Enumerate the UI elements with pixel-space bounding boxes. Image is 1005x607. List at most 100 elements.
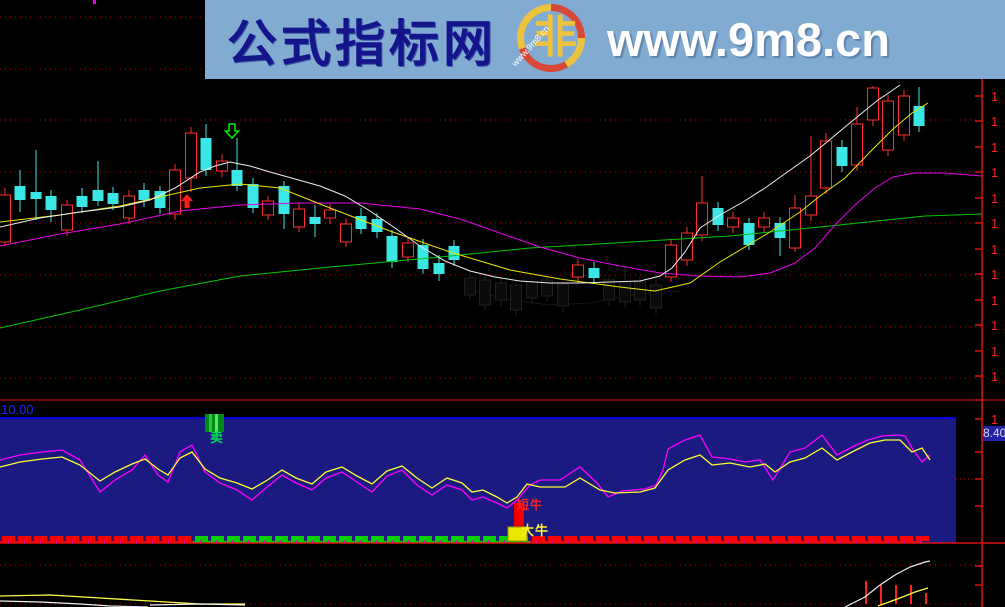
candle-down [278,186,290,214]
signal-block [291,536,304,541]
signal-block [451,536,464,541]
date-tick [344,540,345,543]
signal-block [852,536,865,541]
candle-dark [495,282,507,301]
signal-block [836,536,849,541]
candle-down [588,268,600,278]
signal-block [211,536,224,541]
candle-down [386,236,398,262]
axis-price-label: 1 [991,412,998,427]
ad-banner[interactable]: 公式指标网 非 www.9m8.cn www.9m8.cn [205,0,1005,79]
signal-block [708,536,721,541]
signal-block [580,536,593,541]
signal-block [371,536,384,541]
signal-block [660,536,673,541]
signal-block [612,536,625,541]
signal-block [146,536,159,541]
candle-dark [619,282,631,303]
date-tick [456,540,457,543]
signal-block [66,536,79,541]
signal-block [548,536,561,541]
date-tick [200,540,201,543]
signal-block [868,536,881,541]
axis-price-label: 1 [991,344,998,359]
date-tick [616,540,617,543]
banner-url: www.9m8.cn [607,13,890,66]
candle-down [14,186,26,200]
axis-price-label: 1 [991,216,998,231]
candle-dark [464,277,476,296]
axis-price-label: 1 [991,293,998,308]
date-tick [696,540,697,543]
date-tick [792,540,793,543]
date-tick [856,540,857,543]
signal-block [195,536,208,541]
signal-block [34,536,47,541]
date-tick [136,540,137,543]
date-tick [504,540,505,543]
signal-block [259,536,272,541]
axis-price-label: 1 [991,318,998,333]
candle-dark [650,284,662,309]
date-tick [888,540,889,543]
candle-down [154,191,166,208]
candle-up [882,100,894,151]
axis-price-label: 1 [991,165,998,180]
signal-block [467,536,480,541]
candle-up [696,202,708,236]
date-tick [824,540,825,543]
date-tick [248,540,249,543]
candle-up [324,209,336,219]
signal-block [499,536,512,541]
candle-down [913,106,925,126]
signal-block [676,536,689,541]
candle-down [247,184,259,208]
signal-block [435,536,448,541]
date-tick [904,540,905,543]
signal-block [98,536,111,541]
candle-down [107,193,119,204]
axis-price-label: 1 [991,114,998,129]
date-tick [216,540,217,543]
bottom-white-line [149,603,246,606]
candle-down [433,263,445,274]
date-tick [360,540,361,543]
signal-text-big-bull: 大牛 [521,523,550,538]
signal-block [387,536,400,541]
date-tick [376,540,377,543]
date-tick [600,540,601,543]
axis-price-label: 1 [991,191,998,206]
signal-block [483,536,496,541]
candle-up [123,195,135,219]
axis-price-label: 1 [991,267,998,282]
signal-block [18,536,31,541]
candle-down [138,190,150,200]
date-tick [568,540,569,543]
candle-up [185,132,197,179]
date-tick [920,540,921,543]
signal-text-sell: 卖 [210,430,224,445]
signal-block [756,536,769,541]
date-tick [632,540,633,543]
date-tick [680,540,681,543]
date-tick [120,540,121,543]
candle-up [216,160,228,172]
date-tick [760,540,761,543]
signal-block [243,536,256,541]
date-tick [312,540,313,543]
candle-dark [526,281,538,299]
signal-block [339,536,352,541]
date-tick [472,540,473,543]
signal-block [323,536,336,541]
signal-block [884,536,897,541]
axis-price-label: 1 [991,89,998,104]
date-tick [648,540,649,543]
bottom-white-line [844,560,931,607]
signal-block [644,536,657,541]
candle-up [758,217,770,228]
signal-block [692,536,705,541]
candle-down [30,192,42,199]
signal-block [724,536,737,541]
date-tick [392,540,393,543]
